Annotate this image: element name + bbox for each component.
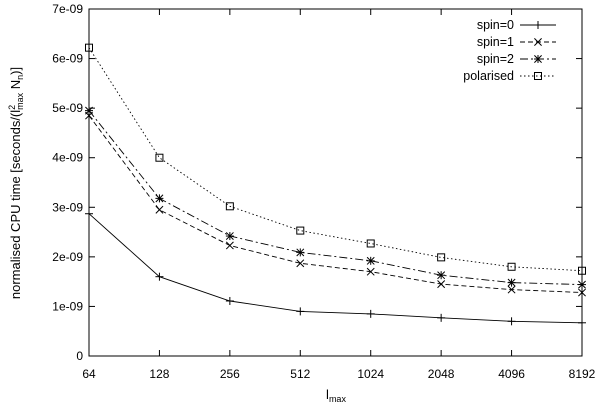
- y-tick-label: 0: [76, 349, 83, 363]
- data-point: [155, 153, 164, 162]
- y-tick-label: 6e-09: [52, 52, 83, 66]
- plot-frame: [88, 8, 583, 357]
- series-spin-2: [85, 106, 586, 289]
- y-axis-label: normalised CPU time [seconds/(l2max Nn)]: [7, 67, 25, 299]
- data-point: [507, 317, 516, 326]
- data-point: [366, 267, 375, 276]
- y-tick-label: 4e-09: [52, 151, 83, 165]
- legend-marker: [534, 72, 542, 80]
- data-point: [85, 209, 93, 218]
- data-point: [85, 106, 93, 115]
- data-point: [366, 256, 375, 265]
- data-point: [507, 262, 516, 271]
- x-tick-label: 64: [82, 367, 96, 381]
- series-line: [88, 110, 583, 286]
- data-point: [296, 259, 305, 268]
- legend-marker: [534, 21, 542, 29]
- data-point: [437, 271, 446, 280]
- series-line: [88, 47, 583, 272]
- data-point: [225, 241, 234, 250]
- series-spin-1: [85, 111, 586, 297]
- y-tick-label: 7e-09: [52, 2, 83, 16]
- data-point: [578, 266, 586, 275]
- data-point: [155, 205, 164, 214]
- x-axis-label: lmax: [326, 387, 346, 404]
- legend-label: polarised: [463, 69, 514, 83]
- data-point: [578, 288, 586, 297]
- data-point: [578, 318, 586, 327]
- data-point: [155, 194, 164, 203]
- legend-marker: [534, 38, 542, 46]
- series-spin-0: [85, 209, 586, 327]
- data-point: [507, 278, 516, 287]
- data-point: [437, 280, 446, 289]
- y-axis: 0 1e-09 2e-09 3e-09 4e-09 5e-09 6e-09 7e-09: [52, 2, 582, 363]
- x-tick-label: 128: [149, 367, 169, 381]
- x-tick-label: 4096: [498, 367, 525, 381]
- x-tick-label: 512: [290, 367, 310, 381]
- data-point: [225, 232, 234, 241]
- data-point: [225, 202, 234, 211]
- series-polarised: [85, 43, 586, 275]
- data-point: [437, 313, 446, 322]
- x-tick-label: 256: [220, 367, 240, 381]
- data-point: [366, 239, 375, 248]
- legend: spin=0 spin=1 spin=2 polarised: [463, 18, 556, 83]
- legend-marker: [534, 55, 542, 63]
- y-tick-label: 5e-09: [52, 101, 83, 115]
- series-line: [88, 213, 583, 324]
- legend-label: spin=0: [477, 18, 514, 32]
- x-tick-label: 2048: [428, 367, 455, 381]
- data-point: [507, 285, 516, 294]
- data-point: [296, 307, 305, 316]
- legend-label: spin=2: [477, 52, 514, 66]
- x-axis: 64 128 256 512 1024 2048 4096 8192: [82, 9, 596, 381]
- data-point: [578, 280, 586, 289]
- y-tick-label: 3e-09: [52, 200, 83, 214]
- y-tick-label: 1e-09: [52, 299, 83, 313]
- data-point: [225, 296, 234, 305]
- x-tick-label: 8192: [569, 367, 596, 381]
- y-tick-label: 2e-09: [52, 250, 83, 264]
- series-line: [88, 115, 583, 293]
- data-point: [366, 309, 375, 318]
- legend-label: spin=1: [477, 35, 514, 49]
- x-tick-label: 1024: [357, 367, 384, 381]
- data-point: [296, 226, 305, 235]
- data-point: [85, 43, 93, 52]
- data-point: [155, 272, 164, 281]
- data-point: [296, 248, 305, 257]
- data-point: [437, 253, 446, 262]
- series-layer: [85, 43, 586, 327]
